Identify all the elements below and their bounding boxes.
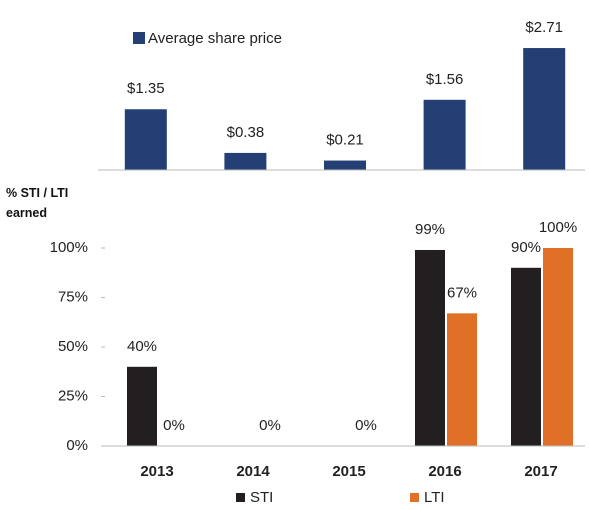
x-tick-label: 2013 <box>140 463 173 480</box>
value-label: 90% <box>511 239 541 256</box>
bar <box>415 249 445 446</box>
legend-swatch <box>410 493 419 502</box>
x-tick-label: 2015 <box>332 463 365 480</box>
bar <box>523 48 566 170</box>
value-label: $2.71 <box>525 19 563 36</box>
bar <box>543 248 573 446</box>
legend-label: LTI <box>424 489 445 506</box>
value-label: $1.35 <box>127 80 165 97</box>
bar <box>324 160 366 170</box>
value-label: 0% <box>355 417 377 434</box>
bar <box>447 313 477 446</box>
legend-label: STI <box>250 489 273 506</box>
value-label: 99% <box>415 221 445 238</box>
value-label: $0.21 <box>326 132 364 149</box>
bar <box>224 152 267 170</box>
x-tick-label: 2014 <box>236 463 270 480</box>
legend-swatch <box>133 32 145 44</box>
bar <box>511 267 541 446</box>
bar <box>127 366 157 446</box>
y-tick-label: 50% <box>58 338 88 355</box>
value-label: $0.38 <box>227 124 265 141</box>
value-label: 40% <box>127 338 157 355</box>
legend-swatch <box>236 493 245 502</box>
value-label: 67% <box>447 284 477 301</box>
legend-label: Average share price <box>148 30 282 47</box>
y-tick-label: 100% <box>50 239 88 256</box>
value-label: $1.56 <box>426 71 464 88</box>
value-label: 100% <box>539 219 577 236</box>
y-axis-title: % STI / LTI earned <box>6 186 69 220</box>
y-tick-label: 75% <box>58 288 88 305</box>
x-tick-label: 2016 <box>428 463 461 480</box>
value-label: 0% <box>259 417 281 434</box>
bar <box>124 109 167 170</box>
x-tick-label: 2017 <box>524 463 557 480</box>
value-label: 0% <box>163 417 185 434</box>
y-tick-label: 0% <box>66 437 88 454</box>
y-tick-label: 25% <box>58 387 88 404</box>
bar <box>423 99 466 170</box>
